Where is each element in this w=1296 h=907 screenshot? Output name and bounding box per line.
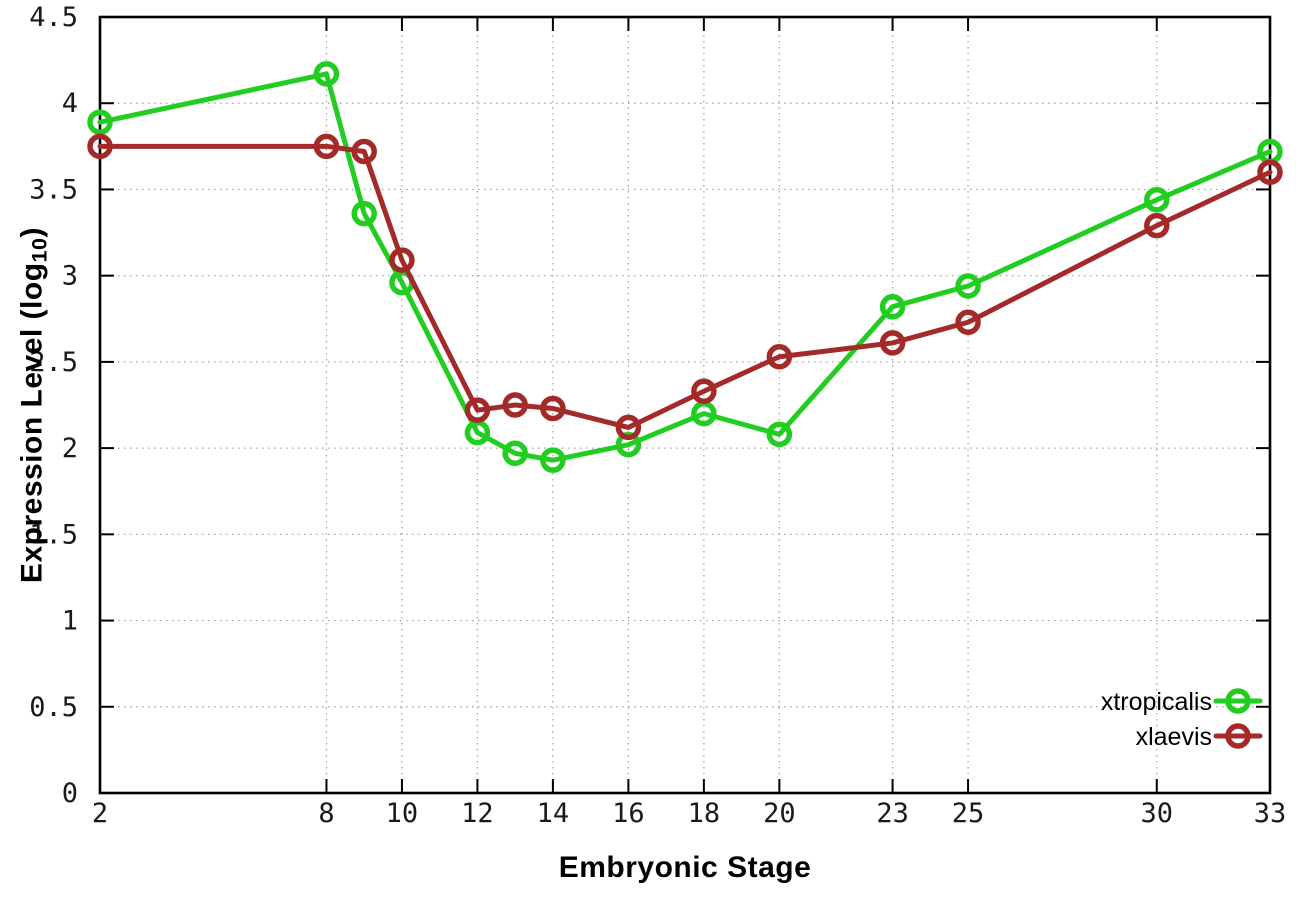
marker-xlaevis-23 — [879, 330, 906, 356]
marker-xlaevis-9 — [351, 138, 377, 165]
marker-xlaevis-2 — [87, 133, 113, 160]
marker-xtropicalis-20 — [766, 421, 793, 448]
x-tick-label: 20 — [763, 798, 796, 829]
x-tick-label: 25 — [952, 798, 985, 829]
marker-xlaevis-18 — [691, 378, 717, 404]
y-tick-label: 0.5 — [29, 692, 78, 723]
y-tick-label: 0 — [62, 778, 78, 809]
marker-xtropicalis-25 — [955, 273, 981, 299]
marker-xtropicalis-23 — [879, 293, 906, 320]
marker-xtropicalis-8 — [313, 61, 340, 87]
marker-xlaevis-14 — [540, 395, 566, 422]
y-tick-label: 2.5 — [29, 347, 78, 378]
legend-label-xlaevis: xlaevis — [1136, 723, 1212, 751]
legend-sample-marker-xlaevis — [1225, 723, 1251, 749]
marker-xlaevis-10 — [389, 247, 415, 273]
y-tick-label: 1.5 — [29, 519, 78, 550]
series-line-xlaevis — [97, 143, 1273, 430]
y-axis-title-subscript: 10 — [26, 237, 52, 263]
y-axis-title-text: Expression Level (log — [15, 262, 49, 584]
y-tick-label: 2 — [62, 433, 78, 464]
y-tick-label: 3 — [62, 261, 78, 292]
marker-xtropicalis-14 — [540, 447, 566, 473]
x-axis-title: Embryonic Stage — [558, 851, 812, 884]
marker-xlaevis-20 — [766, 343, 793, 370]
x-tick-label: 30 — [1141, 798, 1174, 829]
marker-xlaevis-25 — [955, 309, 981, 335]
legend-sample-marker-xtropicalis — [1225, 688, 1251, 714]
marker-xlaevis-12 — [464, 397, 491, 423]
x-tick-label: 18 — [688, 798, 721, 829]
x-tick-label: 8 — [318, 798, 334, 829]
x-tick-label: 2 — [92, 798, 108, 829]
marker-xlaevis-13 — [502, 392, 528, 418]
marker-xtropicalis-13 — [502, 440, 528, 467]
marker-xlaevis-33 — [1257, 159, 1283, 185]
marker-xtropicalis-30 — [1144, 187, 1170, 213]
series-line-xtropicalis — [97, 71, 1273, 463]
y-tick-label: 3.5 — [29, 174, 78, 205]
marker-xtropicalis-16 — [615, 431, 642, 458]
marker-xlaevis-8 — [313, 133, 340, 160]
x-tick-label: 10 — [386, 798, 419, 829]
y-axis-title-close: ) — [15, 226, 49, 238]
x-tick-label: 12 — [461, 798, 494, 829]
x-tick-label: 16 — [612, 798, 645, 829]
marker-xtropicalis-2 — [87, 109, 113, 135]
legend-label-xtropicalis: xtropicalis — [1101, 688, 1212, 716]
marker-xlaevis-16 — [615, 414, 642, 441]
marker-xlaevis-30 — [1144, 212, 1170, 239]
x-tick-label: 33 — [1254, 798, 1287, 829]
x-tick-label: 14 — [537, 798, 570, 829]
marker-xtropicalis-9 — [351, 200, 377, 227]
y-axis-title: Expression Level (log10) — [15, 227, 52, 583]
y-tick-label: 1 — [62, 606, 78, 637]
x-tick-label: 23 — [876, 798, 909, 829]
y-tick-label: 4.5 — [29, 2, 78, 33]
y-tick-label: 4 — [62, 88, 78, 119]
plot-border — [98, 15, 1272, 795]
